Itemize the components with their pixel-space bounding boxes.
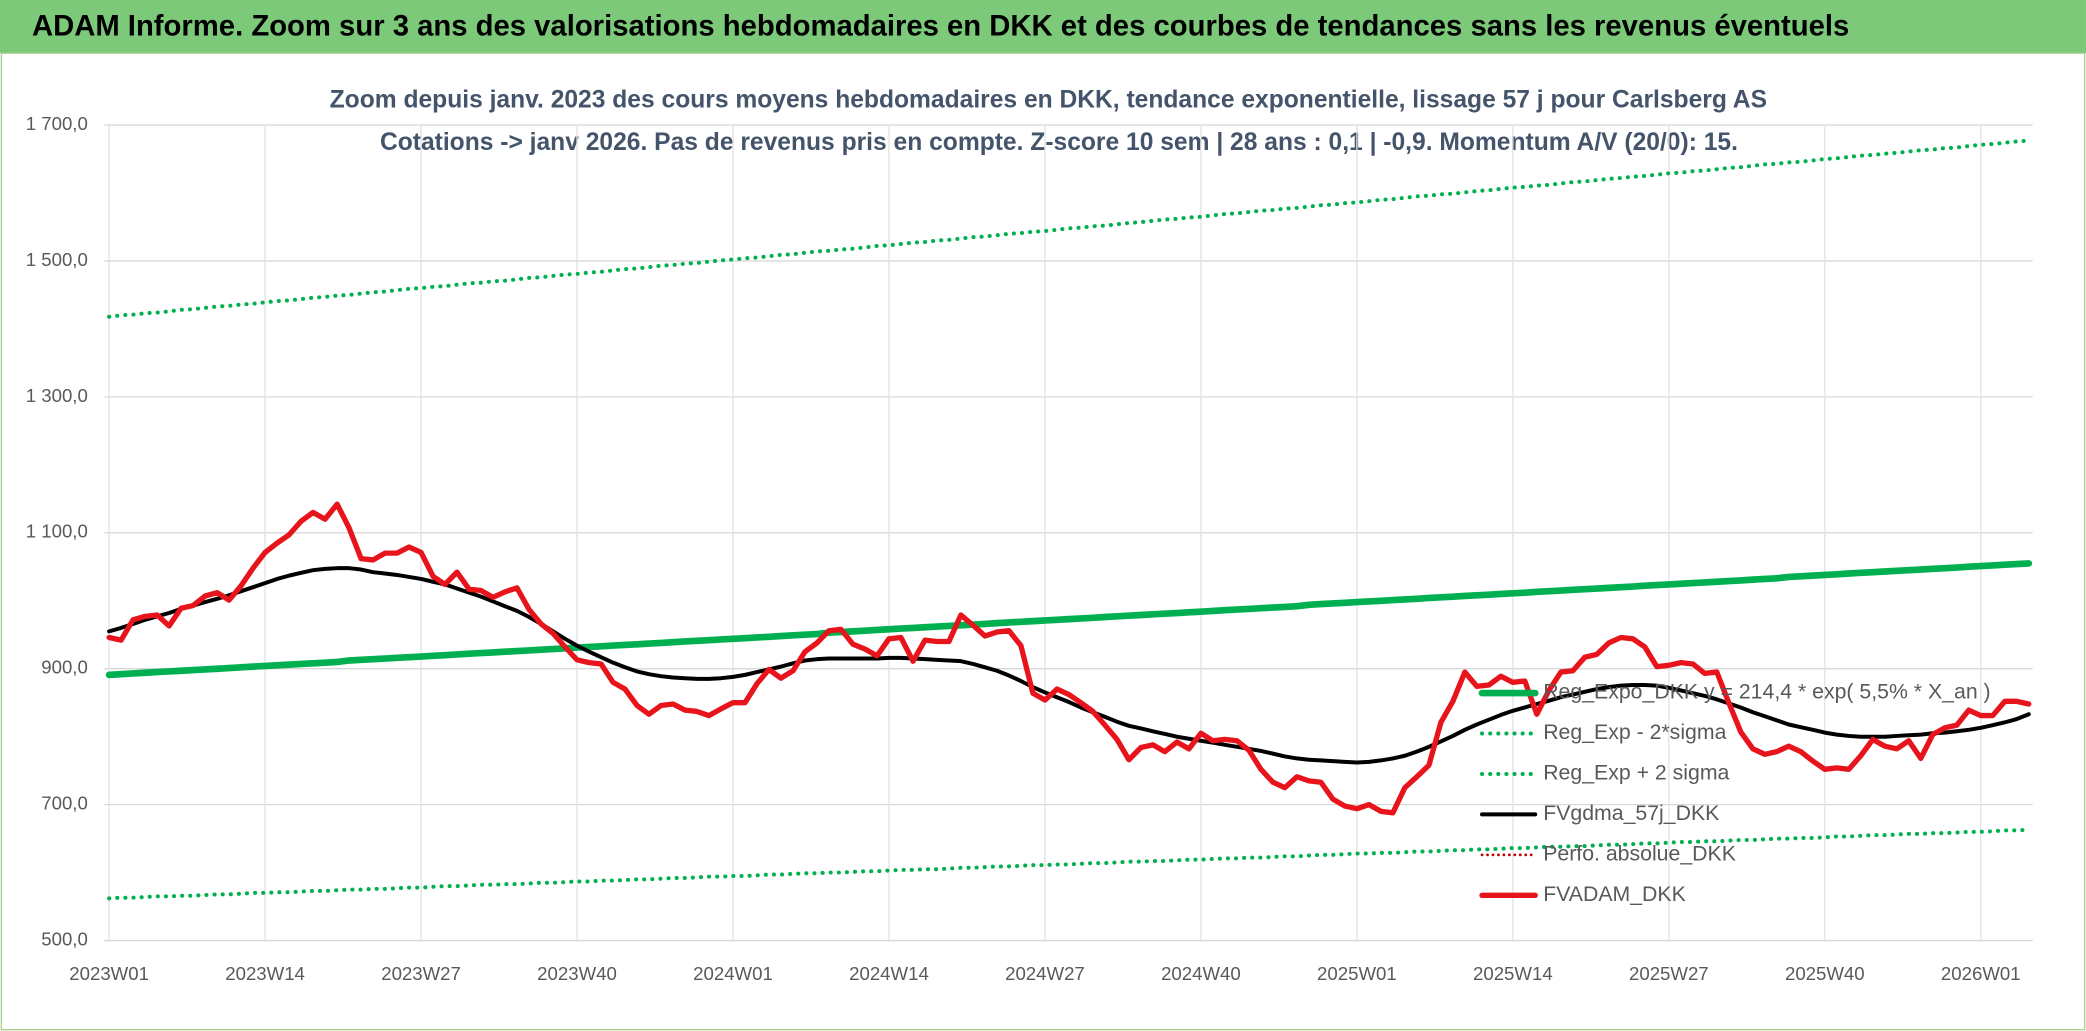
y-tick-label: 1 500,0 (26, 249, 88, 270)
legend-label: Perfo. absolue_DKK (1543, 841, 1736, 865)
x-tick-label: 2025W40 (1785, 963, 1865, 984)
legend-label: Reg_Expo_DKK y = 214,4 * exp( 5,5% * X_a… (1543, 680, 1990, 704)
x-tick-label: 2023W40 (537, 963, 617, 984)
chart-subtitle: Cotations -> janv 2026. Pas de revenus p… (380, 129, 1738, 156)
y-tick-label: 900,0 (41, 657, 88, 678)
series-line (105, 560, 2033, 679)
x-tick-label: 2025W27 (1629, 963, 1709, 984)
x-tick-label: 2024W14 (849, 963, 929, 984)
header-bar (0, 0, 2086, 54)
chart-title: Zoom depuis janv. 2023 des cours moyens … (330, 87, 1767, 114)
x-tick-label: 2025W14 (1473, 963, 1553, 984)
x-tick-label: 2025W01 (1317, 963, 1397, 984)
header-title: ADAM Informe. Zoom sur 3 ans des valoris… (32, 11, 1849, 43)
y-tick-label: 1 700,0 (26, 113, 88, 134)
series-line (106, 501, 2032, 816)
x-tick-label: 2024W40 (1161, 963, 1241, 984)
legend-label: FVADAM_DKK (1543, 882, 1686, 906)
x-tick-label: 2023W01 (69, 963, 149, 984)
x-tick-label: 2026W01 (1941, 963, 2021, 984)
legend-label: FVgdma_57j_DKK (1543, 801, 1719, 825)
legend-label: Reg_Exp - 2*sigma (1543, 720, 1726, 744)
y-tick-label: 1 100,0 (26, 521, 88, 542)
chart-frame (0, 52, 2086, 1031)
grid: 500,0 700,0 900,0 1 100,0 1 300,0 1 500,0 1 70… (26, 113, 2033, 984)
x-tick-label: 2023W14 (225, 963, 305, 984)
x-tick-label: 2024W27 (1005, 963, 1085, 984)
y-tick-label: 700,0 (41, 793, 88, 814)
series-line (107, 138, 2031, 319)
series-line (107, 566, 2031, 765)
y-tick-label: 500,0 (41, 928, 88, 949)
x-tick-label: 2023W27 (381, 963, 461, 984)
y-tick-label: 1 300,0 (26, 385, 88, 406)
x-tick-label: 2024W01 (693, 963, 773, 984)
plot-area (105, 138, 2033, 901)
legend: Reg_Expo_DKK y = 214,4 * exp( 5,5% * X_a… (1478, 680, 1991, 906)
legend-label: Reg_Exp + 2 sigma (1543, 761, 1729, 785)
